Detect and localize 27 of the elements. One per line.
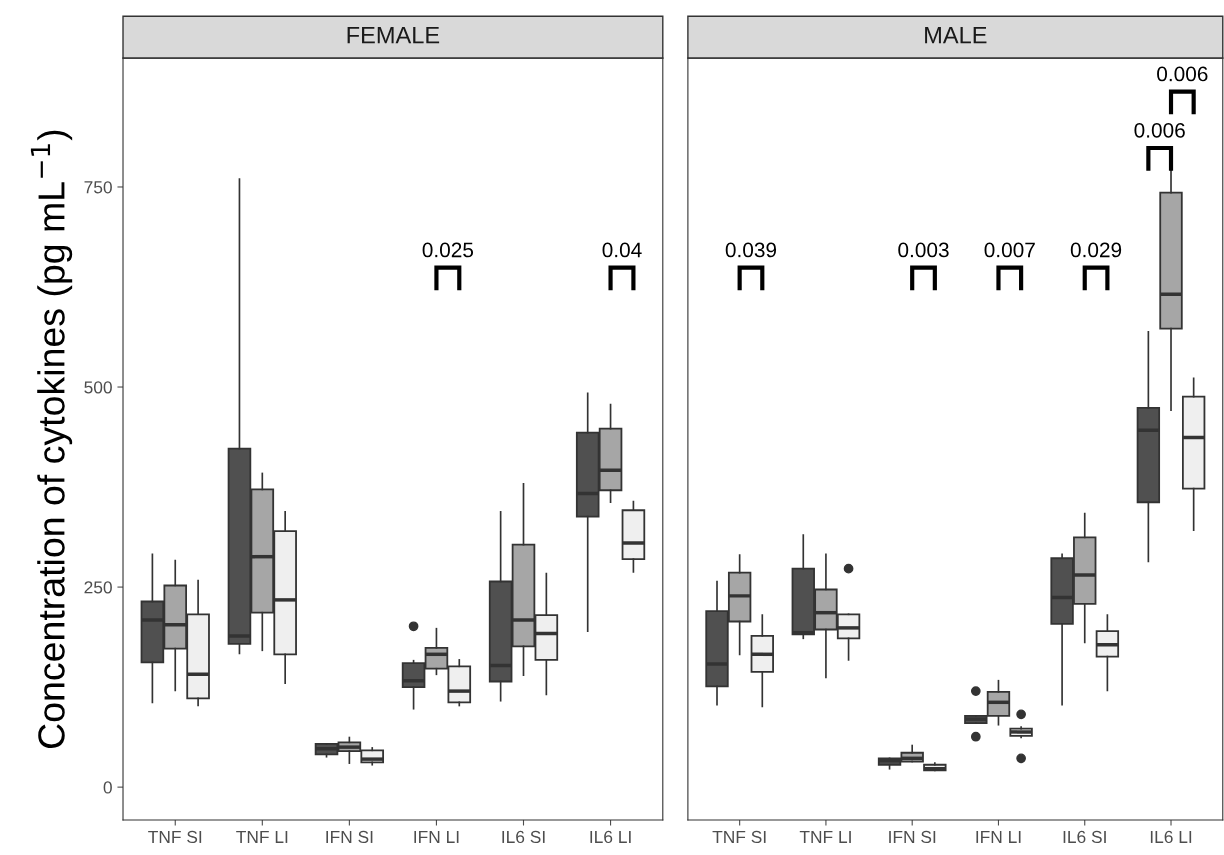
- x-tick-label: IL6 SI: [1063, 830, 1106, 844]
- annotation: 0.025: [422, 242, 474, 258]
- annotation: 0.04: [602, 242, 642, 258]
- y-tick-label: 250: [84, 581, 112, 594]
- y-tick-label: 0: [103, 781, 112, 794]
- x-tick-label: IFN SI: [326, 830, 373, 844]
- chart-title: MALE: [925, 27, 987, 44]
- annotation: 0.039: [725, 242, 777, 258]
- x-tick-label: IL6 LI: [1150, 830, 1192, 844]
- x-tick-label: IFN SI: [889, 830, 936, 844]
- x-tick-label: IFN LI: [414, 831, 459, 843]
- annotation: 0.006: [1134, 122, 1185, 138]
- y-tick-label: 750: [84, 181, 112, 194]
- x-tick-label: TNF SI: [148, 830, 202, 844]
- x-tick-label: TNF LI: [236, 831, 288, 843]
- y-axis-title: Concentration of cytokines (pg mL$^{−1}$): [30, 130, 73, 749]
- y-tick-label: 500: [84, 381, 112, 394]
- annotation: 0.029: [1070, 242, 1122, 258]
- x-tick-label: IL6 LI: [590, 830, 631, 844]
- x-tick-label: IL6 SI: [502, 830, 545, 844]
- x-tick-label: TNF SI: [712, 830, 766, 844]
- annotation: 0.003: [898, 242, 949, 258]
- x-tick-label: IFN LI: [976, 831, 1021, 843]
- annotation: 0.007: [984, 242, 1035, 258]
- chart-title: FEMALE: [347, 27, 440, 44]
- annotation: 0.006: [1157, 66, 1208, 82]
- x-tick-label: TNF LI: [799, 831, 851, 843]
